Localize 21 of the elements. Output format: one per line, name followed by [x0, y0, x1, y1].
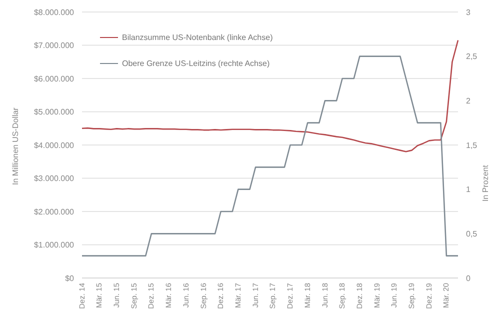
- y2-tick-label: 1,5: [466, 140, 478, 150]
- y2-tick-label: 1: [466, 185, 471, 194]
- y-axis-title: In Millionen US-Dollar: [10, 107, 20, 185]
- y2-tick-label: 0,5: [466, 230, 478, 239]
- y-tick-label: $5.000.000: [34, 108, 75, 117]
- y-tick-label: $1.000.000: [34, 240, 75, 250]
- y-tick-label: $6.000.000: [34, 74, 75, 84]
- y-tick-label: $4.000.000: [34, 140, 75, 150]
- y-tick-label: $3.000.000: [34, 174, 75, 184]
- y-tick-label: $2.000.000: [34, 207, 75, 216]
- y2-tick-label: 3: [466, 8, 471, 17]
- y2-tick-label: 2,5: [466, 52, 478, 62]
- y-tick-label: $7.000.000: [34, 41, 75, 50]
- y-tick-label: $0: [65, 274, 75, 283]
- y2-tick-label: 0: [466, 274, 471, 283]
- line-series: [81, 56, 459, 256]
- y-tick-label: $8.000.000: [34, 8, 75, 17]
- legend-label: Bilanzsumme US-Notenbank (linke Achse): [122, 32, 273, 42]
- y2-axis-title: In Prozent: [480, 164, 490, 202]
- legend-label: Obere Grenze US-Leitzins (rechte Achse): [122, 58, 270, 68]
- y2-tick-label: 2: [466, 96, 471, 106]
